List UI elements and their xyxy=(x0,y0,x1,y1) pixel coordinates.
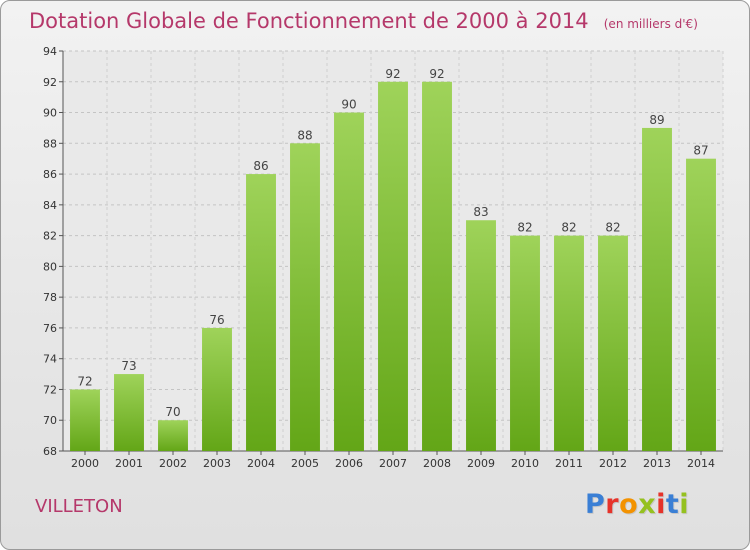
bar xyxy=(510,235,540,451)
x-tick-label: 2010 xyxy=(511,457,539,470)
commune-name: VILLETON xyxy=(35,496,123,517)
title-row: Dotation Globale de Fonctionnement de 20… xyxy=(29,9,698,33)
y-tick-label: 76 xyxy=(43,322,57,335)
bar xyxy=(290,143,320,452)
bar xyxy=(686,158,716,451)
bar xyxy=(202,327,232,451)
bar xyxy=(334,112,364,452)
bar-value-label: 82 xyxy=(517,221,532,235)
y-tick-label: 70 xyxy=(43,414,57,427)
bars xyxy=(70,81,716,452)
bar-value-label: 73 xyxy=(121,359,136,373)
x-tick-label: 2008 xyxy=(423,457,451,470)
bar-value-label: 70 xyxy=(165,405,180,419)
bar-value-label: 82 xyxy=(605,221,620,235)
x-tick-label: 2000 xyxy=(71,457,99,470)
bar-value-label: 76 xyxy=(209,313,224,327)
x-tick-label: 2009 xyxy=(467,457,495,470)
bar-value-label: 90 xyxy=(341,98,356,112)
x-tick-label: 2002 xyxy=(159,457,187,470)
bar-value-label: 72 xyxy=(77,374,92,388)
bar-value-label: 92 xyxy=(385,67,400,81)
bar-value-label: 87 xyxy=(693,144,708,158)
x-tick-label: 2013 xyxy=(643,457,671,470)
bar-value-label: 88 xyxy=(297,128,312,142)
bar xyxy=(70,389,100,451)
x-tick-label: 2006 xyxy=(335,457,363,470)
bar-value-label: 83 xyxy=(473,205,488,219)
logo-letter: t xyxy=(665,489,680,520)
logo-letter: o xyxy=(619,489,639,520)
proxiti-logo: Proxiti xyxy=(585,489,689,520)
y-tick-label: 92 xyxy=(43,76,57,89)
bar xyxy=(554,235,584,451)
x-tick-label: 2003 xyxy=(203,457,231,470)
bar xyxy=(246,174,276,452)
y-tick-label: 82 xyxy=(43,230,57,243)
y-tick-label: 86 xyxy=(43,168,57,181)
bar xyxy=(466,220,496,451)
x-tick-label: 2007 xyxy=(379,457,407,470)
y-tick-label: 88 xyxy=(43,137,57,150)
bar xyxy=(378,81,408,452)
x-tick-label: 2004 xyxy=(247,457,275,470)
y-tick-label: 68 xyxy=(43,445,57,458)
y-tick-label: 78 xyxy=(43,291,57,304)
x-tick-label: 2014 xyxy=(687,457,715,470)
bar xyxy=(158,420,188,451)
x-tick-label: 2001 xyxy=(115,457,143,470)
logo-letter: P xyxy=(585,489,606,520)
bar xyxy=(114,374,144,451)
logo-letter: r xyxy=(605,489,620,520)
bar xyxy=(598,235,628,451)
bar-value-label: 92 xyxy=(429,67,444,81)
y-tick-label: 80 xyxy=(43,260,57,273)
chart-title: Dotation Globale de Fonctionnement de 20… xyxy=(29,9,589,33)
logo-letter: i xyxy=(679,489,690,520)
bar-value-label: 89 xyxy=(649,113,664,127)
bar xyxy=(422,81,452,452)
y-tick-label: 90 xyxy=(43,107,57,120)
y-tick-label: 94 xyxy=(43,45,57,58)
y-tick-label: 84 xyxy=(43,199,57,212)
bar-value-label: 82 xyxy=(561,221,576,235)
logo-letter: i xyxy=(656,489,666,520)
chart-subtitle: (en milliers d'€) xyxy=(603,17,698,31)
y-tick-label: 74 xyxy=(43,353,57,366)
y-tick-label: 72 xyxy=(43,383,57,396)
x-tick-label: 2011 xyxy=(555,457,583,470)
bar xyxy=(642,127,672,451)
x-tick-label: 2012 xyxy=(599,457,627,470)
bar-value-label: 86 xyxy=(253,159,268,173)
x-tick-label: 2005 xyxy=(291,457,319,470)
logo-letter: x xyxy=(638,489,657,520)
labels: 72 2000 73 2001 70 2002 76 2003 86 2004 88 2005 90 20… xyxy=(71,67,715,470)
